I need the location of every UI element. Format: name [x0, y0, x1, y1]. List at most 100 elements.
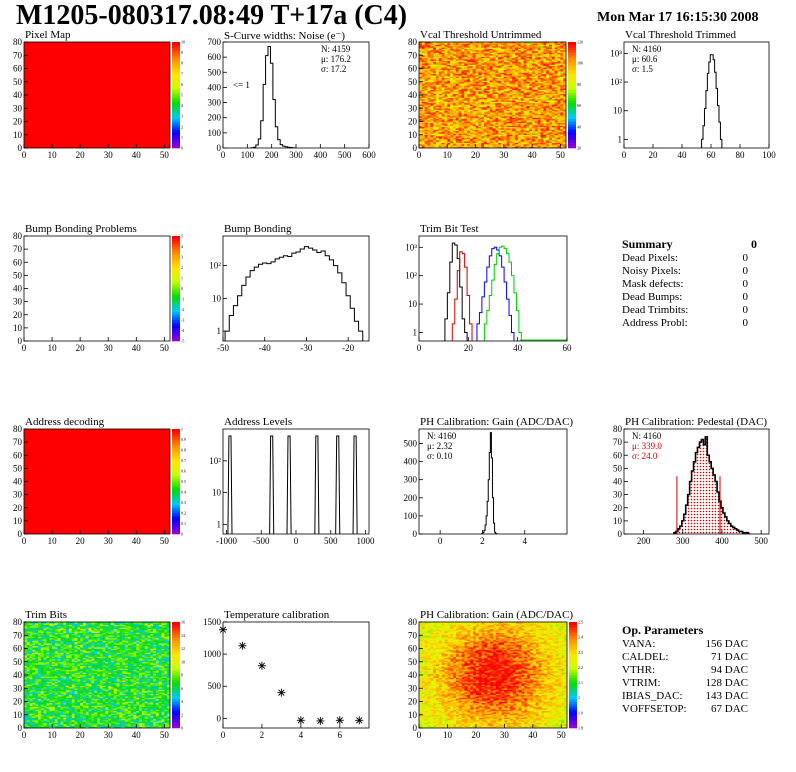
x-tick-label: 30 — [499, 150, 509, 160]
chart-title: Temperature calibration — [224, 609, 330, 621]
palette-label: 2 — [181, 712, 183, 717]
y-tick-label: 0 — [413, 529, 418, 539]
y-tick-label: 60 — [13, 644, 23, 654]
y-tick-label: 70 — [408, 630, 418, 640]
x-tick-label: 0 — [22, 343, 27, 353]
x-tick-label: 100 — [241, 150, 255, 160]
palette-label: 2.4 — [578, 635, 583, 640]
palette-label: 4 — [181, 699, 183, 704]
palette-label: 2 — [181, 124, 183, 129]
y-tick-label: 60 — [13, 64, 23, 74]
y-tick-label: 10 — [408, 299, 418, 309]
y-tick-label: 100 — [208, 128, 222, 138]
palette-label: 2.2 — [578, 665, 583, 670]
x-tick-label: 300 — [289, 150, 303, 160]
y-tick-label: 0 — [618, 529, 623, 539]
x-tick-label: 1000 — [357, 536, 376, 546]
palette-label: 2.1 — [578, 680, 583, 685]
summary-title: Summary — [622, 237, 673, 251]
summary-row: Dead Bumps: 0 — [622, 291, 748, 303]
stats-line: N: 4160 — [632, 44, 662, 54]
x-tick-label: 30 — [104, 343, 114, 353]
palette-label: 4 — [181, 103, 183, 108]
chart-title: PH Calibration: Pedestal (DAC) — [625, 416, 768, 428]
palette-label: 8 — [181, 61, 183, 66]
stats-line: N: 4160 — [427, 431, 457, 441]
palette-label: 100 — [577, 61, 583, 66]
stats-line: σ: 24.0 — [632, 451, 658, 461]
x-tick-label: 0 — [438, 536, 443, 546]
stats-line: σ: 0.10 — [427, 451, 453, 461]
x-tick-label: 300 — [676, 536, 690, 546]
palette-label: -3 — [181, 318, 184, 323]
palette-label: 6 — [181, 686, 183, 691]
x-tick-label: 0 — [622, 150, 627, 160]
stats-line: N: 4159 — [321, 44, 351, 54]
palette-label: 0 — [181, 726, 183, 731]
palette-label: 5 — [181, 234, 183, 239]
y-tick-label: 300 — [208, 98, 222, 108]
y-tick-label: 20 — [408, 117, 418, 127]
palette-label: 3 — [181, 255, 183, 260]
y-tick-label: 30 — [408, 103, 418, 113]
address-peak — [335, 435, 341, 534]
y-tick-label: 20 — [13, 503, 23, 513]
y-tick-label: 40 — [13, 90, 23, 100]
palette-label: 0.1 — [181, 521, 186, 526]
y-tick-label: 0 — [413, 143, 418, 153]
x-tick-label: 50 — [160, 150, 170, 160]
y-tick-label: 40 — [13, 670, 23, 680]
palette-label: 1 — [181, 135, 183, 140]
y-tick-label: 0 — [217, 143, 222, 153]
heatmap-cells — [24, 622, 170, 728]
y-tick-label: 80 — [613, 424, 623, 434]
heatmap-cells — [419, 622, 567, 728]
y-tick-label: 1 — [217, 519, 222, 529]
x-tick-label: -30 — [300, 343, 312, 353]
x-tick-label: 0 — [294, 536, 299, 546]
scatter-point — [277, 688, 286, 697]
y-tick-label: 10 — [613, 106, 623, 116]
summary-row: Noisy Pixels: 0 — [622, 265, 748, 277]
x-tick-label: 200 — [637, 536, 651, 546]
y-tick-label: 80 — [13, 37, 23, 47]
summary-row: Address Probl: 0 — [622, 317, 748, 329]
x-tick-label: 30 — [104, 536, 114, 546]
palette-label: 1.9 — [578, 710, 583, 715]
y-tick-label: 50 — [408, 657, 418, 667]
palette-label: 6 — [181, 82, 183, 87]
chart-title: PH Calibration: Gain (ADC/DAC) — [420, 609, 574, 621]
address-peak — [352, 435, 358, 534]
param-row: VTRIM: 128 DAC — [622, 677, 748, 689]
y-tick-label: 70 — [613, 437, 623, 447]
palette-label: 7 — [181, 71, 183, 76]
chart-title: Address decoding — [25, 416, 105, 428]
y-tick-label: 1 — [413, 327, 418, 337]
x-tick-label: 0 — [221, 150, 226, 160]
stats-line: μ: 60.6 — [632, 54, 658, 64]
y-tick-label: 100 — [404, 511, 418, 521]
y-tick-label: 70 — [13, 244, 23, 254]
palette-label: -5 — [181, 339, 184, 344]
param-row: IBIAS_DAC: 143 DAC — [622, 690, 748, 702]
plot-frame — [418, 428, 568, 535]
y-tick-label: 0 — [18, 723, 23, 733]
address-peak — [286, 435, 292, 534]
y-tick-label: 70 — [13, 50, 23, 60]
palette-label: 120 — [577, 40, 583, 45]
chart-bump-bonding: -50 -40 -30 -20 1 10 10² — [209, 235, 370, 353]
chart-title: Trim Bit Test — [420, 223, 479, 235]
y-tick-label: 200 — [404, 493, 418, 503]
chart-pixel-map: 0 1 2 3 4 5 6 7 8 9 10 0 10 20 30 40 50 0 10 20 30 40 50 60 70 80 — [13, 37, 185, 160]
param-row: VANA: 156 DAC — [622, 638, 748, 650]
palette-label: 0.2 — [181, 511, 186, 516]
y-tick-label: 10 — [13, 323, 23, 333]
palette-label: 2 — [181, 265, 183, 270]
palette-label: 12 — [181, 646, 185, 651]
x-tick-label: 20 — [76, 150, 86, 160]
op-params-title: Op. Parameters — [622, 623, 704, 637]
palette-bar: 1.8 1.9 2 2.1 2.2 2.3 2.4 2.5 — [569, 620, 583, 731]
palette-label: 8 — [181, 673, 183, 678]
